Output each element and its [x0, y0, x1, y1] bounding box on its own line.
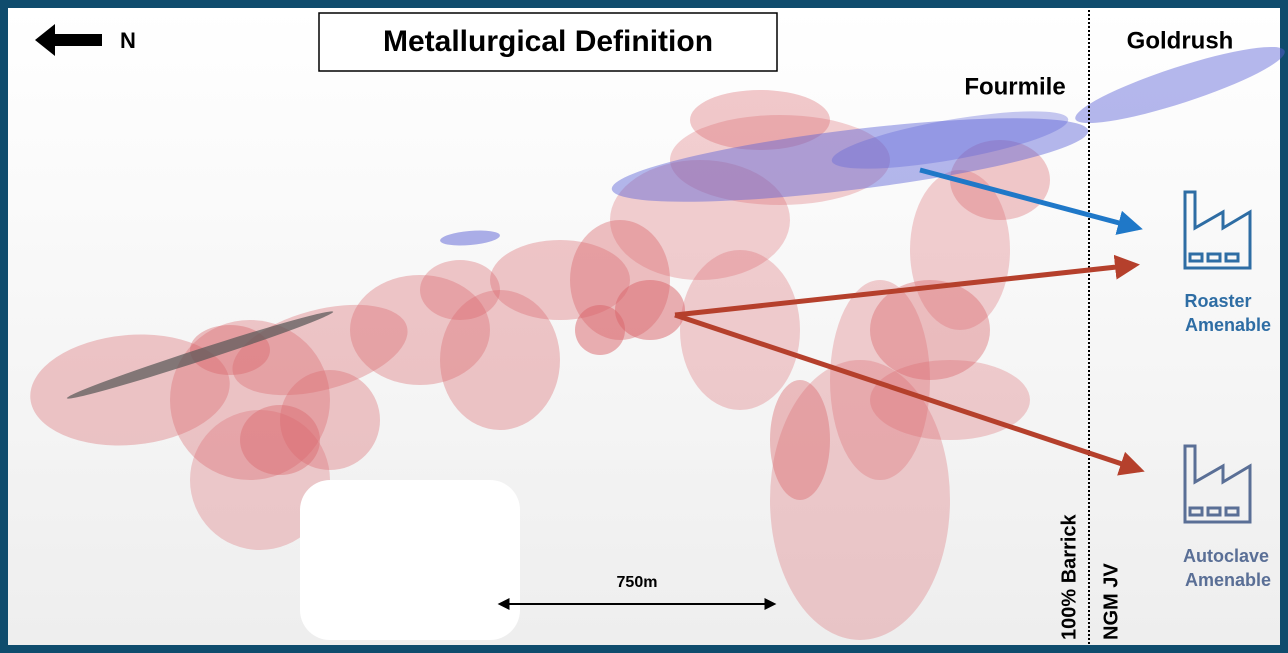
fourmile-label: Fourmile: [964, 73, 1065, 100]
ore-body: [680, 250, 800, 410]
plant-label: Amenable: [1185, 315, 1271, 335]
ore-body: [770, 380, 830, 500]
ore-body: [575, 305, 625, 355]
ore-body: [870, 360, 1030, 440]
goldrush-label: Goldrush: [1127, 27, 1234, 54]
plant-label: Amenable: [1185, 570, 1271, 590]
mask: [300, 480, 520, 640]
scale-label: 750m: [617, 574, 658, 591]
zone-label: NGM JV: [1100, 563, 1122, 640]
plant-label: Autoclave: [1183, 546, 1269, 566]
title: Metallurgical Definition: [383, 25, 713, 58]
north-label: N: [120, 28, 136, 53]
ore-body: [280, 370, 380, 470]
ore-body: [615, 280, 685, 340]
ore-body: [420, 260, 500, 320]
plant-label: Roaster: [1184, 291, 1251, 311]
slide: N Metallurgical Definition Goldrush Four…: [0, 0, 1288, 653]
zone-label: 100% Barrick: [1058, 513, 1080, 640]
